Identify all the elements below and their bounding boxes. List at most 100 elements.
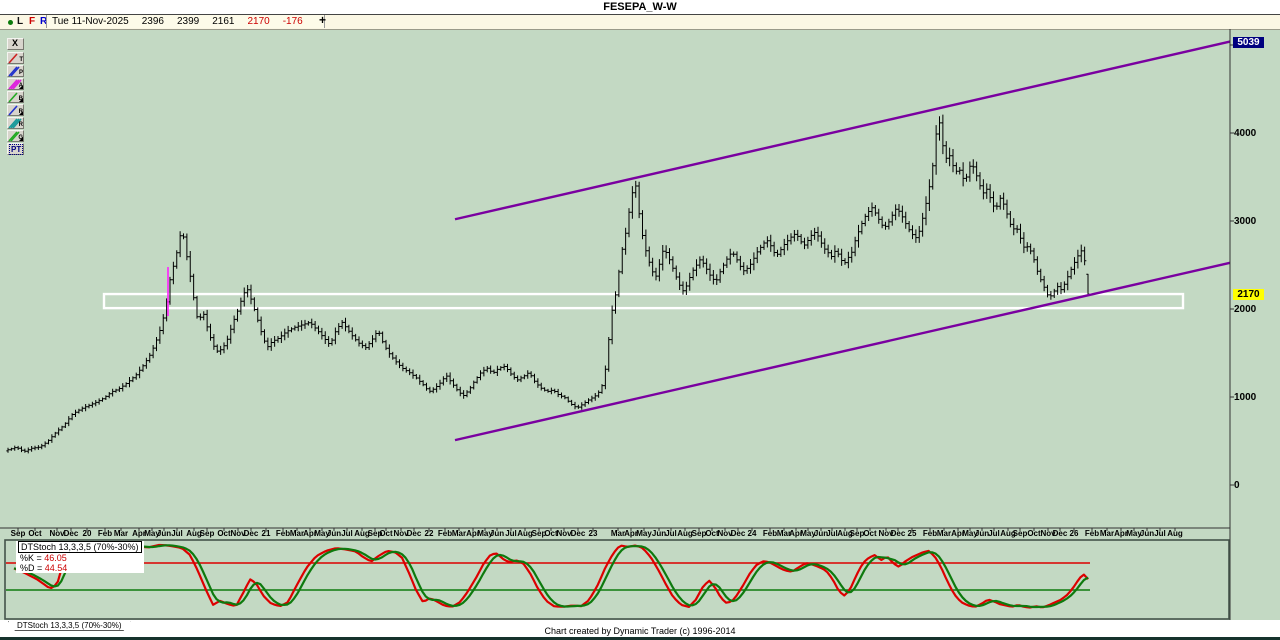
parallel-lines-tool-icon[interactable]: P [7,65,24,77]
indicator-title: DTStoch 13,3,3,5 (70%-30%) [18,541,142,553]
x-axis-label: Nov [1040,529,1056,538]
marker-f[interactable]: F [29,16,36,27]
quote-readout: Tue 11-Nov-2025 2396 2399 2161 2170 -176 [46,15,325,28]
price-tick-label: 3000 [1234,216,1257,227]
gann-tool-icon[interactable]: G [7,130,24,142]
x-axis-label: Nov [49,529,65,538]
x-axis-label: Dec [243,529,259,538]
footer-credit: Chart created by Dynamic Trader (c) 1996… [544,626,736,636]
x-axis-label: 26 [1069,529,1079,538]
price-axis-ticks [1230,44,1234,486]
x-axis-label: Jun [651,529,667,538]
x-axis-label: Mar [289,529,305,538]
x-axis-label: Apr [789,529,803,538]
channel-lower-line [454,261,1231,442]
x-axis-label: Mar [936,529,952,538]
x-axis-label: Oct [28,529,42,538]
x-axis-label: May [800,529,816,538]
x-axis-label: Oct [544,529,558,538]
stochastic-d-line [13,544,1089,609]
x-axis-label: 24 [747,529,757,538]
x-axis-label: Sep [10,529,26,538]
x-axis-label: Sep [691,529,707,538]
x-axis-label: Apr [132,529,146,538]
x-axis-label: Aug [354,529,370,538]
x-axis-label: 25 [907,529,917,538]
time-axis: Sep Oct Nov Dec 20 Feb Mar Apr May Jun Jul Aug Sep Oc… [0,529,1232,540]
x-axis-label: May [314,529,330,538]
marker-r[interactable]: R [40,16,48,27]
x-axis-label: Feb [437,529,453,538]
x-axis-label: Sep [849,529,865,538]
x-axis-label: 23 [588,529,598,538]
x-axis-label: Mar [1099,529,1115,538]
channel-price-badge: 5039 [1233,37,1264,48]
price-tick-label: 2000 [1234,304,1257,315]
angles-b-tool-icon[interactable]: B [7,91,24,103]
time-axis-ticks [17,528,1176,531]
x-axis-label: Feb [275,529,291,538]
x-axis-label: Apr [1114,529,1128,538]
x-axis-label: Oct [379,529,393,538]
marker-l[interactable]: L [17,16,24,27]
x-axis-label: May [962,529,978,538]
pt-tool-icon[interactable]: PT [7,143,24,155]
x-axis-label: Dec [1052,529,1068,538]
x-axis-label: Aug [186,529,202,538]
x-axis-label: 21 [261,529,271,538]
x-axis-label: May [1126,529,1142,538]
indicator-d-label: %D = [20,563,43,573]
x-axis-label: Apr [951,529,965,538]
x-axis-label: Jun [489,529,505,538]
drawing-toolbar: X T P A B R R G PT [7,38,25,156]
x-axis-label: Aug [677,529,693,538]
x-axis-label: Jul [826,529,838,538]
quote-last: 2170 [247,16,270,27]
x-axis-label: Aug [517,529,533,538]
quote-date: Tue 11-Nov-2025 [52,16,129,27]
close-icon[interactable]: X [7,38,24,50]
x-axis-label: Mar [610,529,626,538]
x-axis-label: Apr [303,529,317,538]
x-axis-label: May [636,529,652,538]
x-axis-label: Oct [705,529,719,538]
x-axis-label: Jun [156,529,172,538]
support-zone-box [102,292,1185,310]
crosshair-icon: + [319,13,327,27]
retracement-tool-icon[interactable]: R [7,117,24,129]
x-axis-label: Jul [341,529,353,538]
x-axis-label: Oct [217,529,231,538]
stochastic-k-line [13,543,1089,609]
price-axis: 010002000300040005000 [1232,29,1280,529]
x-axis-label: Jul [171,529,183,538]
x-axis-label: May [477,529,493,538]
x-axis-label: Nov [717,529,733,538]
indicator-d-value: 44.54 [44,563,68,573]
x-axis-label: Jun [813,529,829,538]
window-title-bar: FESEPA_W-W [0,0,1280,15]
x-axis-label: 20 [82,529,92,538]
price-tick-label: 0 [1234,480,1240,491]
x-axis-label: Aug [1000,529,1016,538]
x-axis-label: May [144,529,160,538]
x-axis-label: Mar [113,529,129,538]
x-axis-label: Dec [570,529,586,538]
angles-a-tool-icon[interactable]: A [7,78,24,90]
x-axis-label: Dec [63,529,79,538]
x-axis-label: Jun [1139,529,1155,538]
x-axis-label: Feb [762,529,778,538]
x-axis-label: Nov [230,529,246,538]
x-axis-label: 22 [424,529,434,538]
trend-line-tool-icon[interactable]: T [7,52,24,64]
indicator-k-value: 46.05 [44,553,67,563]
x-axis-label: Nov [556,529,572,538]
quote-change: -176 [282,16,303,27]
x-axis-label: Jul [1154,529,1166,538]
quote-low: 2161 [212,16,235,27]
window-title: FESEPA_W-W [603,1,677,13]
quote-high: 2399 [176,16,200,27]
channel-upper-line [454,40,1231,221]
angles-r-tool-icon[interactable]: R [7,104,24,116]
indicator-label-box: DTStoch 13,3,3,5 (70%-30%) %K = 46.05 %D… [16,541,144,573]
